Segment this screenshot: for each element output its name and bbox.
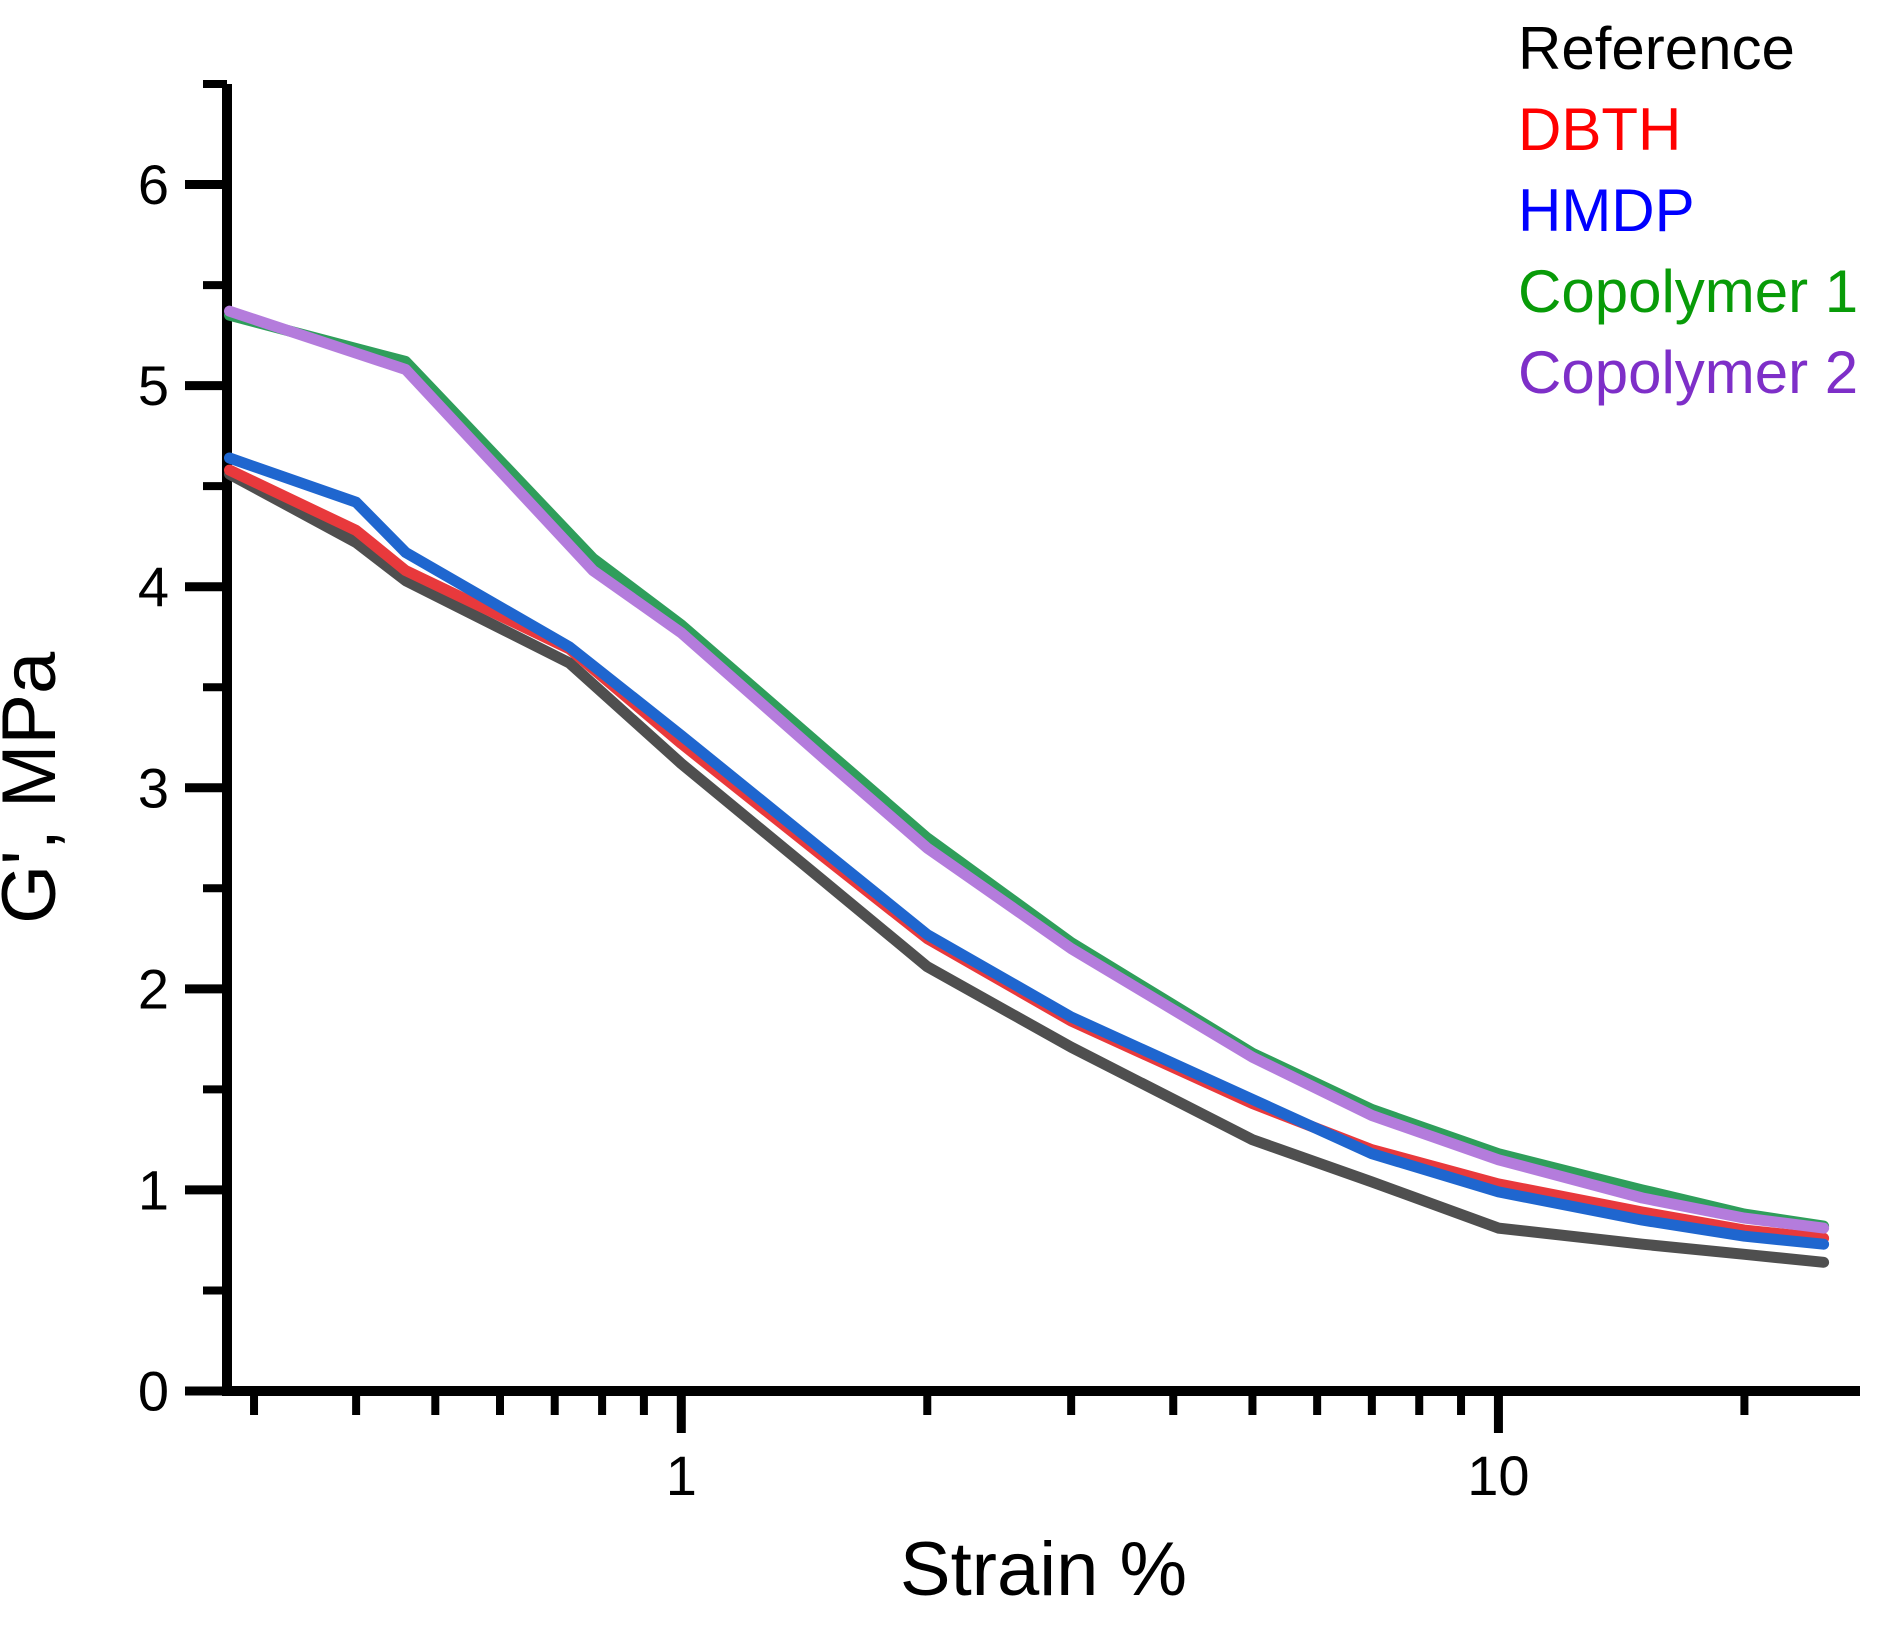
y-tick-label-1: 1 [138, 1158, 169, 1221]
legend-item-copolymer-2: Copolymer 2 [1518, 339, 1859, 406]
x-axis-title: Strain % [900, 1527, 1187, 1612]
series-line-reference [224, 468, 1830, 1268]
series-line-copolymer-2 [224, 305, 1830, 1234]
y-tick-label-0: 0 [138, 1360, 169, 1423]
y-tick-label-4: 4 [138, 555, 169, 618]
y-tick-label-5: 5 [138, 354, 169, 417]
legend-item-hmdp: HMDP [1518, 177, 1695, 244]
legend-item-dbth: DBTH [1518, 96, 1682, 163]
x-tick-label-10: 10 [1467, 1444, 1529, 1507]
legend-item-copolymer-1: Copolymer 1 [1518, 258, 1859, 325]
series-line-copolymer-1 [224, 309, 1830, 1232]
y-axis-title: G', MPa [0, 651, 72, 924]
legend: Reference DBTH HMDP Copolymer 1 Copolyme… [1518, 8, 1858, 413]
x-tick-label-1: 1 [666, 1444, 697, 1507]
legend-item-reference: Reference [1518, 15, 1795, 82]
y-tick-label-2: 2 [138, 957, 169, 1020]
series-line-hmdp [224, 452, 1830, 1250]
y-tick-label-6: 6 [138, 153, 169, 216]
y-tick-label-3: 3 [138, 756, 169, 819]
